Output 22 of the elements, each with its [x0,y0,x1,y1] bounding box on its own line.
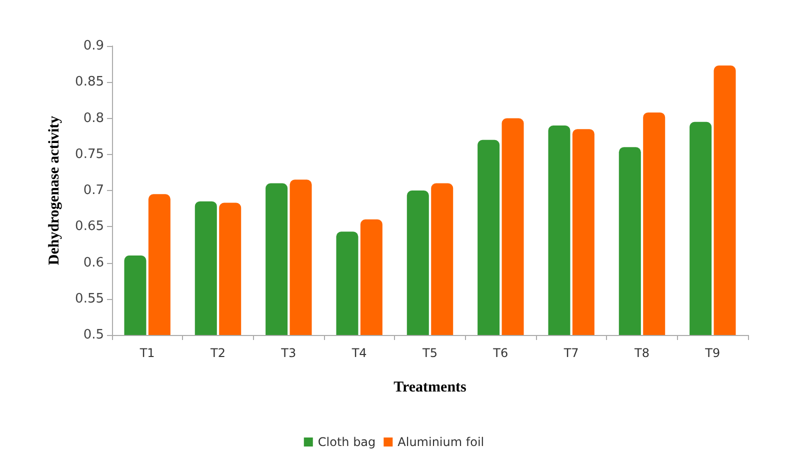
y-tick-label: 0.5 [83,328,104,342]
x-tick-label: T1 [138,346,155,360]
x-tick-label: T5 [422,346,438,360]
x-tick-label: T2 [210,346,226,360]
y-tick-label: 0.7 [83,183,104,198]
x-tick-label: T7 [562,346,579,360]
y-tick-label: 0.65 [75,219,104,234]
y-axis-title: Dehydrogenase activity [46,115,62,266]
x-axis-title: Treatments [394,380,467,396]
x-tick-label: T3 [280,346,296,360]
y-tick-label: 0.75 [75,146,104,162]
x-tick-label: T9 [704,346,720,360]
legend-label: Cloth bag [318,435,376,449]
y-tick-label: 0.85 [75,74,104,90]
x-tick-label: T6 [492,346,508,360]
x-tick-label: T4 [350,346,367,360]
y-tick-label: 0.9 [83,38,104,54]
x-tick-label: T8 [634,346,650,360]
legend-label: Aluminium foil [398,435,484,449]
y-tick-label: 0.55 [75,291,104,306]
y-tick-label: 0.8 [83,110,104,126]
y-tick-label: 0.6 [83,255,104,270]
